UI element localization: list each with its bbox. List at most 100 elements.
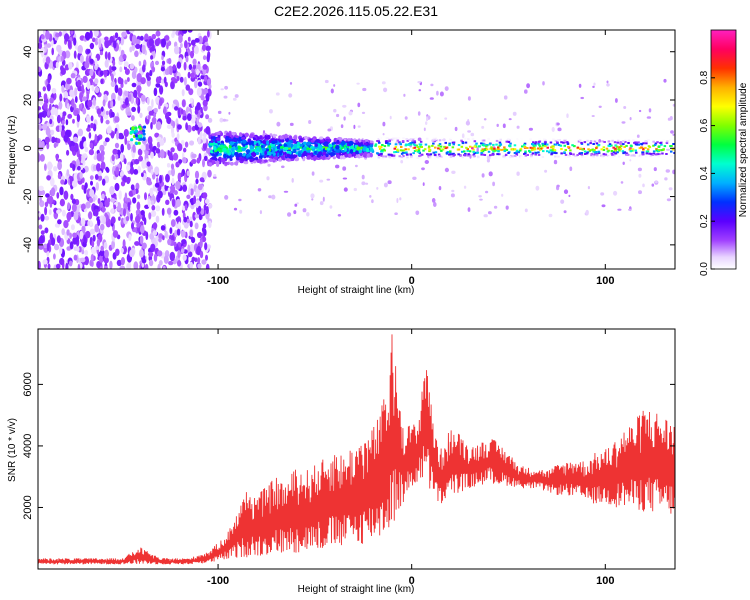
noise-cell bbox=[129, 30, 135, 33]
noise-cell bbox=[171, 167, 175, 177]
noise-cell bbox=[187, 71, 191, 79]
faint-noise-cell bbox=[396, 198, 399, 203]
strong-signal-cell bbox=[622, 143, 625, 146]
strong-signal-cell bbox=[407, 148, 410, 151]
strong-signal-cell bbox=[634, 138, 638, 141]
strong-signal-cell bbox=[652, 144, 655, 147]
signal-cell bbox=[229, 158, 233, 161]
strong-signal-cell bbox=[480, 149, 483, 152]
noise-cell bbox=[171, 177, 175, 186]
noise-cell bbox=[150, 210, 157, 218]
noise-cell bbox=[47, 161, 53, 171]
noise-cell bbox=[167, 187, 171, 193]
noise-cell bbox=[95, 182, 100, 191]
noise-cell bbox=[53, 253, 56, 260]
noise-cell bbox=[38, 224, 43, 230]
noise-cell bbox=[186, 124, 192, 133]
noise-cell bbox=[158, 237, 162, 243]
noise-cell bbox=[183, 147, 187, 153]
noise-cell bbox=[85, 230, 91, 239]
strong-signal-cell bbox=[583, 141, 587, 144]
strong-signal-cell bbox=[415, 149, 418, 152]
noise-cell bbox=[51, 87, 57, 94]
faint-noise-cell bbox=[289, 122, 294, 126]
strong-signal-cell bbox=[531, 143, 534, 145]
noise-cell bbox=[173, 241, 177, 247]
noise-cell bbox=[100, 223, 105, 231]
noise-cell bbox=[138, 155, 144, 162]
noise-cell bbox=[190, 72, 195, 79]
noise-cell bbox=[84, 249, 89, 256]
noise-cell bbox=[76, 79, 82, 87]
noise-cell bbox=[104, 59, 109, 68]
faint-noise-cell bbox=[311, 171, 315, 176]
noise-cell bbox=[96, 152, 102, 162]
signal-cell bbox=[296, 142, 301, 147]
strong-signal-cell bbox=[513, 148, 517, 151]
noise-cell bbox=[76, 158, 80, 167]
faint-noise-cell bbox=[233, 207, 238, 211]
strong-signal-cell bbox=[485, 148, 489, 151]
faint-noise-cell bbox=[353, 187, 357, 192]
noise-cell bbox=[94, 133, 98, 143]
blob-cell bbox=[142, 137, 146, 141]
signal-cell bbox=[216, 137, 221, 142]
signal-cell bbox=[339, 155, 344, 160]
strong-signal-cell bbox=[378, 145, 381, 148]
strong-signal-cell bbox=[652, 140, 655, 143]
faint-noise-cell bbox=[232, 97, 237, 101]
noise-cell bbox=[104, 36, 109, 42]
noise-cell bbox=[142, 64, 146, 73]
noise-cell bbox=[107, 197, 111, 203]
faint-noise-cell bbox=[481, 173, 485, 178]
strong-signal-cell bbox=[662, 148, 665, 151]
faint-noise-cell bbox=[357, 125, 361, 128]
faint-noise-cell bbox=[311, 198, 314, 201]
strong-signal-cell bbox=[438, 139, 442, 142]
strong-signal-cell bbox=[543, 143, 547, 146]
strong-signal-cell bbox=[398, 155, 401, 158]
faint-noise-cell bbox=[353, 124, 356, 129]
strong-signal-cell bbox=[558, 139, 561, 141]
signal-cell bbox=[325, 153, 329, 158]
noise-cell bbox=[135, 209, 140, 215]
strong-signal-cell bbox=[624, 140, 627, 143]
faint-noise-cell bbox=[319, 201, 324, 206]
strong-signal-cell bbox=[515, 151, 518, 154]
strong-signal-cell bbox=[490, 147, 494, 150]
strong-signal-cell bbox=[588, 149, 592, 152]
faint-noise-cell bbox=[606, 83, 610, 87]
noise-cell bbox=[205, 114, 210, 120]
strong-signal-cell bbox=[633, 141, 637, 144]
blob-cell bbox=[131, 126, 135, 130]
noise-cell bbox=[66, 212, 72, 221]
signal-cell bbox=[369, 152, 373, 158]
strong-signal-cell bbox=[398, 141, 401, 144]
strong-signal-cell bbox=[409, 142, 412, 145]
noise-cell bbox=[49, 103, 52, 111]
noise-cell bbox=[121, 103, 127, 109]
strong-signal-cell bbox=[554, 139, 558, 142]
faint-noise-cell bbox=[383, 182, 388, 188]
strong-signal-cell bbox=[448, 144, 451, 147]
noise-cell bbox=[86, 127, 91, 132]
faint-noise-cell bbox=[308, 120, 312, 124]
noise-cell bbox=[38, 66, 41, 73]
noise-cell bbox=[130, 212, 133, 222]
strong-signal-cell bbox=[419, 157, 422, 160]
strong-signal-cell bbox=[523, 143, 526, 146]
faint-noise-cell bbox=[501, 193, 504, 197]
faint-noise-cell bbox=[615, 98, 618, 103]
noise-cell bbox=[174, 106, 179, 111]
signal-cell bbox=[255, 147, 260, 152]
faint-noise-cell bbox=[423, 127, 426, 132]
noise-cell bbox=[41, 34, 45, 40]
signal-cell bbox=[213, 146, 217, 151]
faint-noise-cell bbox=[524, 89, 528, 94]
strong-signal-cell bbox=[412, 152, 415, 155]
noise-cell bbox=[96, 163, 101, 172]
noise-cell bbox=[56, 192, 60, 199]
strong-signal-cell bbox=[383, 145, 387, 148]
faint-noise-cell bbox=[528, 127, 534, 131]
